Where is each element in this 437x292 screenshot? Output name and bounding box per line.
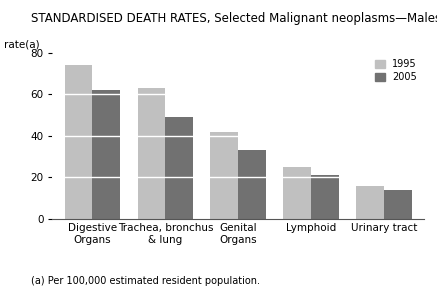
Bar [93, 90, 120, 219]
Bar [65, 65, 93, 219]
Text: (a) Per 100,000 estimated resident population.: (a) Per 100,000 estimated resident popul… [31, 276, 260, 286]
Bar [138, 88, 165, 219]
Bar [356, 186, 384, 219]
Bar [165, 117, 193, 219]
Text: rate(a): rate(a) [4, 39, 40, 49]
Bar [283, 167, 311, 219]
Legend: 1995, 2005: 1995, 2005 [373, 58, 419, 84]
Bar [238, 150, 266, 219]
Bar [211, 132, 238, 219]
Text: STANDARDISED DEATH RATES, Selected Malignant neoplasms—Males: STANDARDISED DEATH RATES, Selected Malig… [31, 12, 437, 25]
Bar [311, 175, 339, 219]
Bar [384, 190, 412, 219]
